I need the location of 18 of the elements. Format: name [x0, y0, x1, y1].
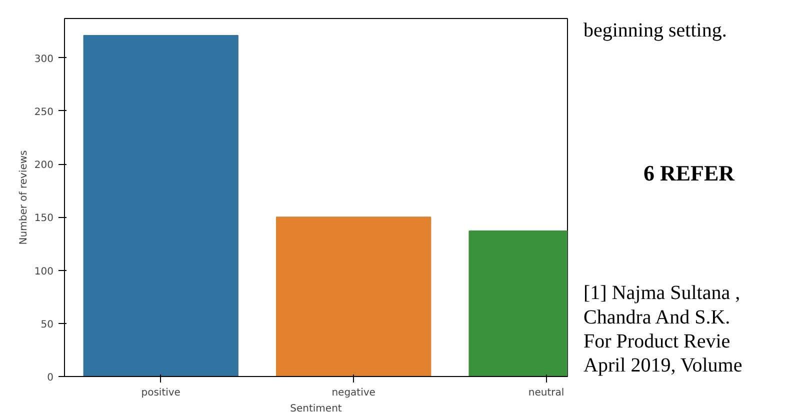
y-tick-label: 50 [40, 319, 54, 330]
x-axis-title: Sentiment [290, 404, 342, 414]
y-axis-title: Number of reviews [18, 150, 30, 245]
y-tick-label: 250 [34, 106, 54, 118]
y-tick-label: 0 [47, 372, 54, 384]
y-tick-label: 300 [34, 54, 54, 65]
y-tick-label: 200 [34, 160, 54, 172]
text: 6 REFER [644, 160, 736, 186]
text: For Product Revie [584, 330, 730, 352]
text: beginning setting. [584, 20, 727, 42]
y-tick-label: 150 [34, 213, 54, 224]
x-tick-label: positive [141, 388, 180, 398]
text: Chandra And S.K. [584, 306, 730, 328]
y-tick-label: 100 [34, 266, 54, 278]
x-tick-label: neutral [528, 388, 564, 398]
text: [1] Najma Sultana , [584, 282, 740, 304]
x-tick-label: negative [332, 388, 376, 398]
text: April 2019, Volume [584, 354, 742, 376]
